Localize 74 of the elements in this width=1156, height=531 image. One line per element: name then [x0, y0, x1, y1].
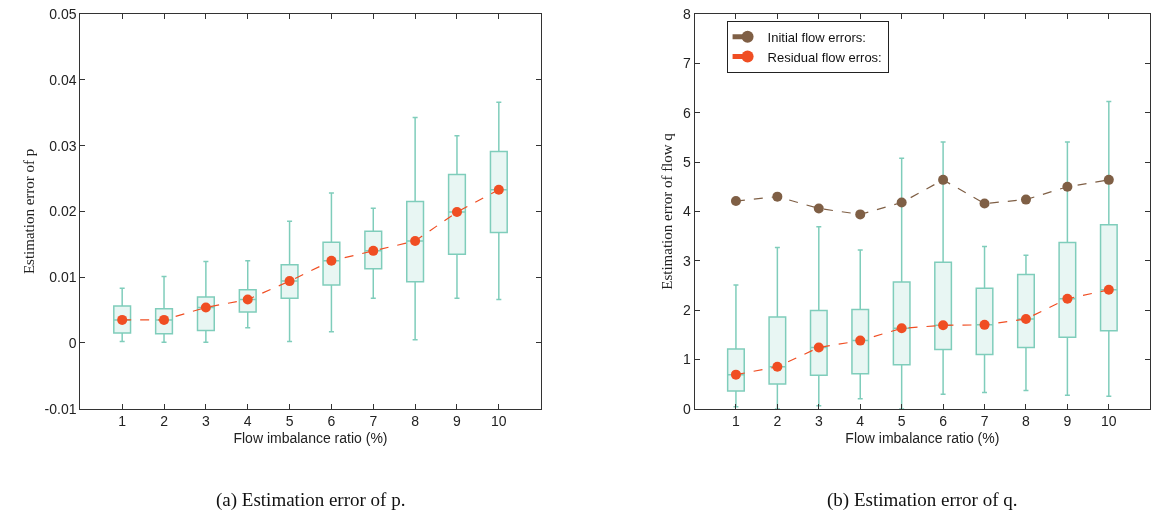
y-tick-label: 1	[682, 351, 691, 368]
x-tick-label: 9	[1063, 413, 1072, 430]
legend-label: Residual flow erros:	[767, 49, 882, 65]
point	[938, 320, 949, 331]
x-tick-label: 6	[327, 413, 336, 430]
y-tick-label: 4	[682, 203, 691, 220]
point	[493, 184, 504, 195]
x-tick-label: 8	[1022, 413, 1031, 430]
x-tick-label: 2	[773, 413, 782, 430]
x-tick-label: 8	[411, 413, 420, 430]
x-tick-label: 5	[897, 413, 906, 430]
point	[1103, 174, 1114, 185]
point	[772, 361, 783, 372]
x-tick-label: 3	[201, 413, 210, 430]
point	[1020, 194, 1031, 205]
y-tick-label: 5	[682, 154, 691, 171]
y-axis-title: Estimation error of p	[20, 148, 37, 275]
x-tick-label: 7	[369, 413, 378, 430]
x-tick-label: 7	[980, 413, 989, 430]
x-tick-label: 4	[243, 413, 252, 430]
y-tick-label: 0	[682, 400, 691, 417]
text: (b) Estimation error of q.	[827, 489, 1018, 511]
point	[200, 302, 211, 313]
x-tick-label: 6	[939, 413, 948, 430]
x-tick-label: 1	[732, 413, 741, 430]
point	[117, 314, 128, 325]
x-axis-title: Flow imbalance ratio (%)	[845, 429, 1000, 446]
y-tick-label: 7	[682, 55, 691, 72]
y-tick-label: 0.05	[49, 6, 77, 23]
y-tick-label: 0.01	[49, 269, 77, 286]
point	[284, 276, 295, 287]
point	[896, 323, 907, 334]
point	[1062, 293, 1073, 304]
y-tick-label: 0.04	[49, 71, 77, 88]
point	[159, 314, 170, 325]
point	[451, 207, 462, 218]
point	[730, 369, 741, 380]
x-tick-label: 10	[1101, 413, 1117, 430]
point	[979, 198, 990, 209]
y-tick-label: 0.03	[49, 137, 77, 154]
point	[813, 342, 824, 353]
point	[1103, 284, 1114, 295]
point	[938, 174, 949, 185]
point	[1020, 313, 1031, 324]
point	[1062, 181, 1073, 192]
y-axis-title: Estimation error of flow q	[659, 132, 676, 290]
y-tick-label: -0.01	[44, 400, 77, 417]
x-tick-label: 3	[814, 413, 823, 430]
point	[855, 209, 866, 220]
x-axis-title: Flow imbalance ratio (%)	[233, 429, 388, 446]
y-tick-label: 8	[682, 6, 691, 23]
point	[410, 236, 421, 247]
point	[813, 203, 824, 214]
point	[979, 319, 990, 330]
point	[730, 196, 741, 207]
x-tick-label: 10	[491, 413, 507, 430]
point	[855, 335, 866, 346]
y-tick-label: 2	[682, 301, 691, 318]
y-tick-label: 3	[682, 252, 691, 269]
point	[242, 294, 253, 305]
point	[326, 255, 337, 266]
point	[896, 197, 907, 208]
y-tick-label: 6	[682, 104, 691, 121]
text: (a) Estimation error of p.	[216, 489, 406, 511]
y-tick-label: 0	[68, 334, 77, 351]
legend-label: Initial flow errors:	[767, 29, 866, 45]
x-tick-label: 1	[118, 413, 127, 430]
x-tick-label: 2	[160, 413, 169, 430]
point	[772, 191, 783, 202]
x-tick-label: 9	[453, 413, 462, 430]
x-tick-label: 5	[285, 413, 294, 430]
x-tick-label: 4	[856, 413, 865, 430]
point	[368, 245, 379, 256]
y-tick-label: 0.02	[49, 203, 77, 220]
